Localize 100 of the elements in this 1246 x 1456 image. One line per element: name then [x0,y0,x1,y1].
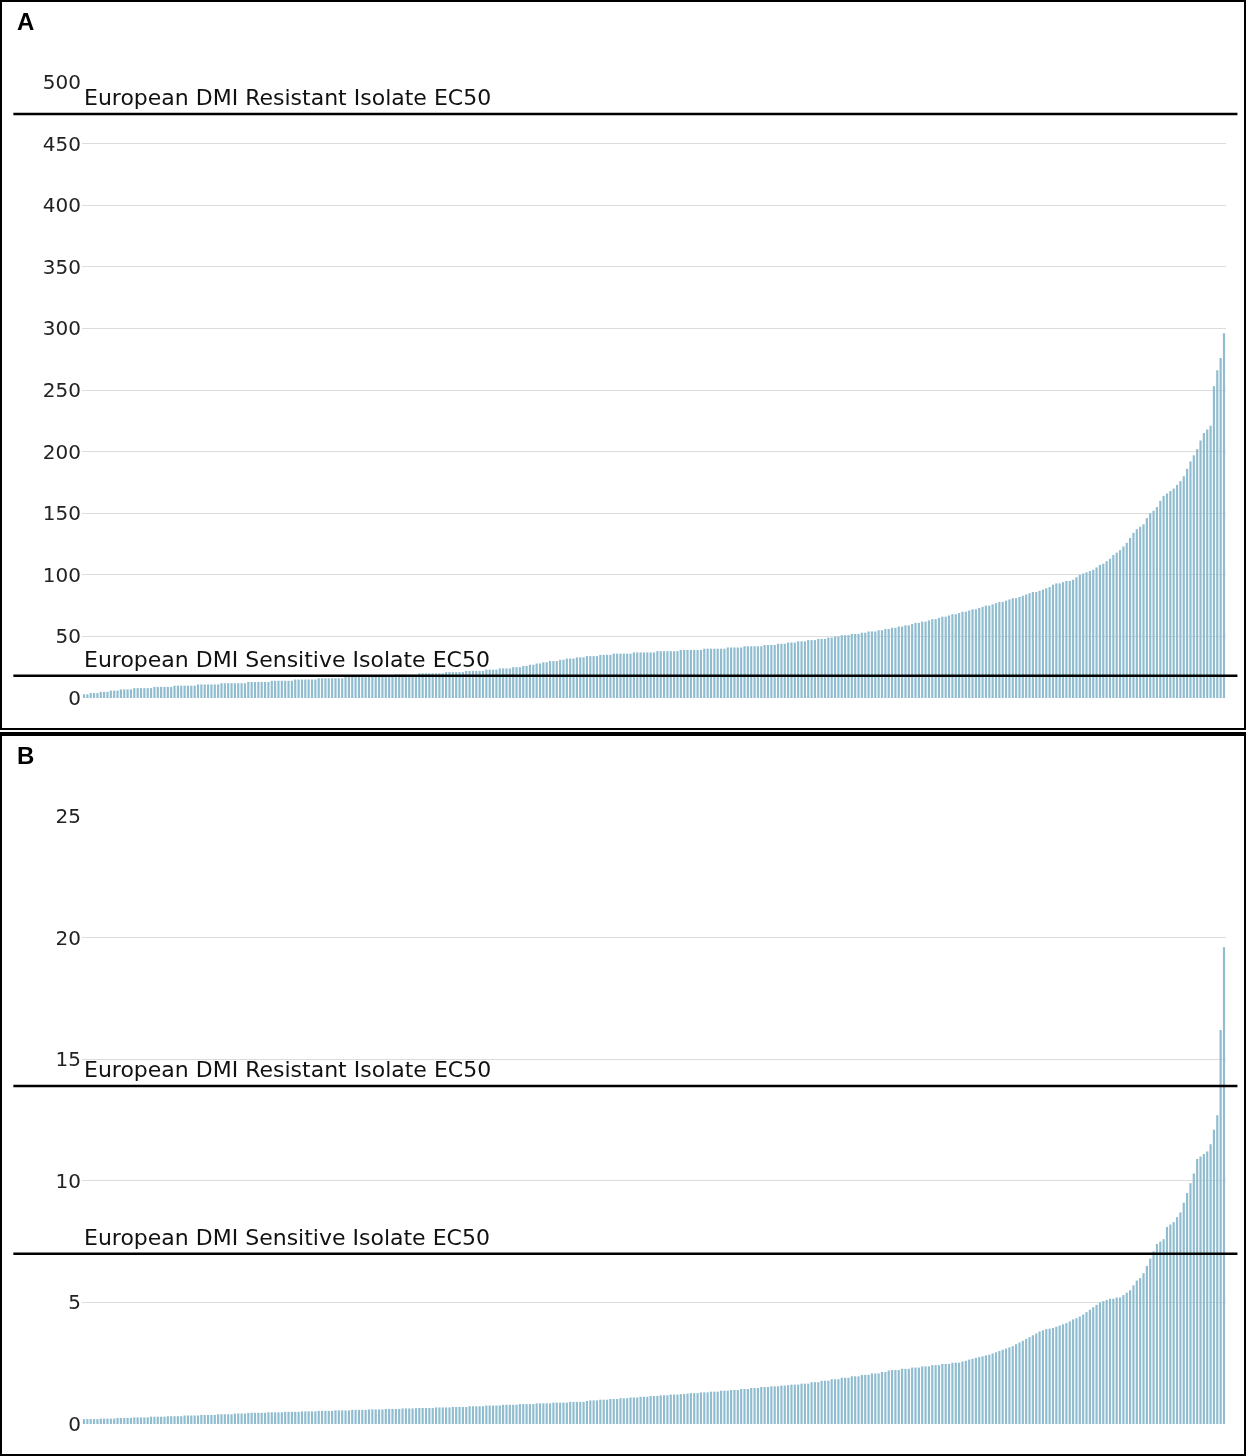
bar [1222,947,1226,1424]
bar [978,608,981,698]
bar [870,631,874,698]
bar [854,1376,857,1424]
bar [344,677,347,698]
bar [1004,1348,1008,1424]
bar [398,1408,401,1424]
bar [1065,580,1068,698]
bar [984,605,988,698]
bar [880,1371,884,1424]
bar [498,1405,501,1424]
bar [247,1413,250,1424]
bar [441,1407,444,1424]
bar [186,1415,190,1424]
bar [1061,582,1065,698]
bar [683,1394,686,1424]
bar [961,1361,964,1424]
bar [646,1396,649,1424]
bar [1011,1346,1014,1424]
bar [589,1400,592,1424]
bar [1165,1227,1169,1424]
bar [981,1356,984,1424]
bar [347,677,350,698]
bar [512,1404,515,1424]
bar [180,1416,183,1424]
bar [1162,495,1165,698]
bar [1068,1321,1071,1424]
bar [263,1412,267,1424]
bar [1135,1280,1138,1424]
bar [334,678,337,698]
bar [126,689,129,698]
bar [706,1392,709,1424]
bar [220,1414,223,1424]
y-tick-label: 5 [68,1290,81,1315]
bar [505,1404,508,1424]
bar [1152,510,1155,698]
bar [227,1414,230,1424]
bar [331,678,334,698]
y-tick-label: 15 [55,1047,81,1072]
bar [217,684,220,698]
bar [951,614,954,698]
bar [200,1415,203,1424]
bar [250,1412,253,1424]
bar [585,1400,589,1424]
bar [542,1403,545,1424]
bar [146,1417,149,1424]
bar [99,691,102,698]
bar [1078,1316,1081,1424]
bar [937,1365,941,1424]
bar [780,1385,783,1424]
bar [686,1393,689,1424]
bar [471,1406,475,1424]
ref-line-label: European DMI Sensitive Isolate EC50 [84,1225,490,1250]
bar [820,1380,823,1424]
y-tick-label: 50 [55,624,81,649]
bar [1122,546,1125,698]
bar [227,683,230,698]
bar [827,1380,830,1424]
bar [475,1406,478,1424]
bar [260,681,263,698]
bar [538,1403,542,1424]
y-tick-label: 500 [42,70,81,94]
bar [438,1407,441,1424]
bar [988,605,991,698]
bar [1038,1331,1041,1424]
y-tick-label: 100 [42,562,81,587]
bar [86,694,89,698]
bar [545,1403,548,1424]
bar [1206,429,1209,698]
bar [243,683,247,698]
bar [1202,1154,1205,1424]
bar [944,1363,947,1424]
y-tick-label: 10 [55,1168,81,1193]
bar [890,1370,894,1424]
bar [713,1391,716,1424]
bar [605,1399,609,1424]
bar [341,1410,344,1424]
bar [1088,571,1091,698]
bar [481,1406,485,1424]
bar [294,679,297,698]
bar [666,1395,669,1424]
bar [153,686,156,698]
bar [723,1390,726,1424]
bar [1102,563,1105,698]
bar [424,1407,428,1424]
bar [730,1389,733,1424]
bar [954,1362,957,1424]
bar [974,609,977,698]
bar [793,1384,796,1424]
bar [1222,333,1226,698]
bar [897,1370,900,1424]
bar [451,1406,454,1424]
bar [1038,590,1041,698]
bar [699,1392,703,1424]
bar [740,1388,743,1424]
bar [327,1410,330,1424]
bar [1045,1329,1048,1424]
bar [1004,600,1008,698]
bar [693,1393,696,1424]
bar [129,1417,133,1424]
